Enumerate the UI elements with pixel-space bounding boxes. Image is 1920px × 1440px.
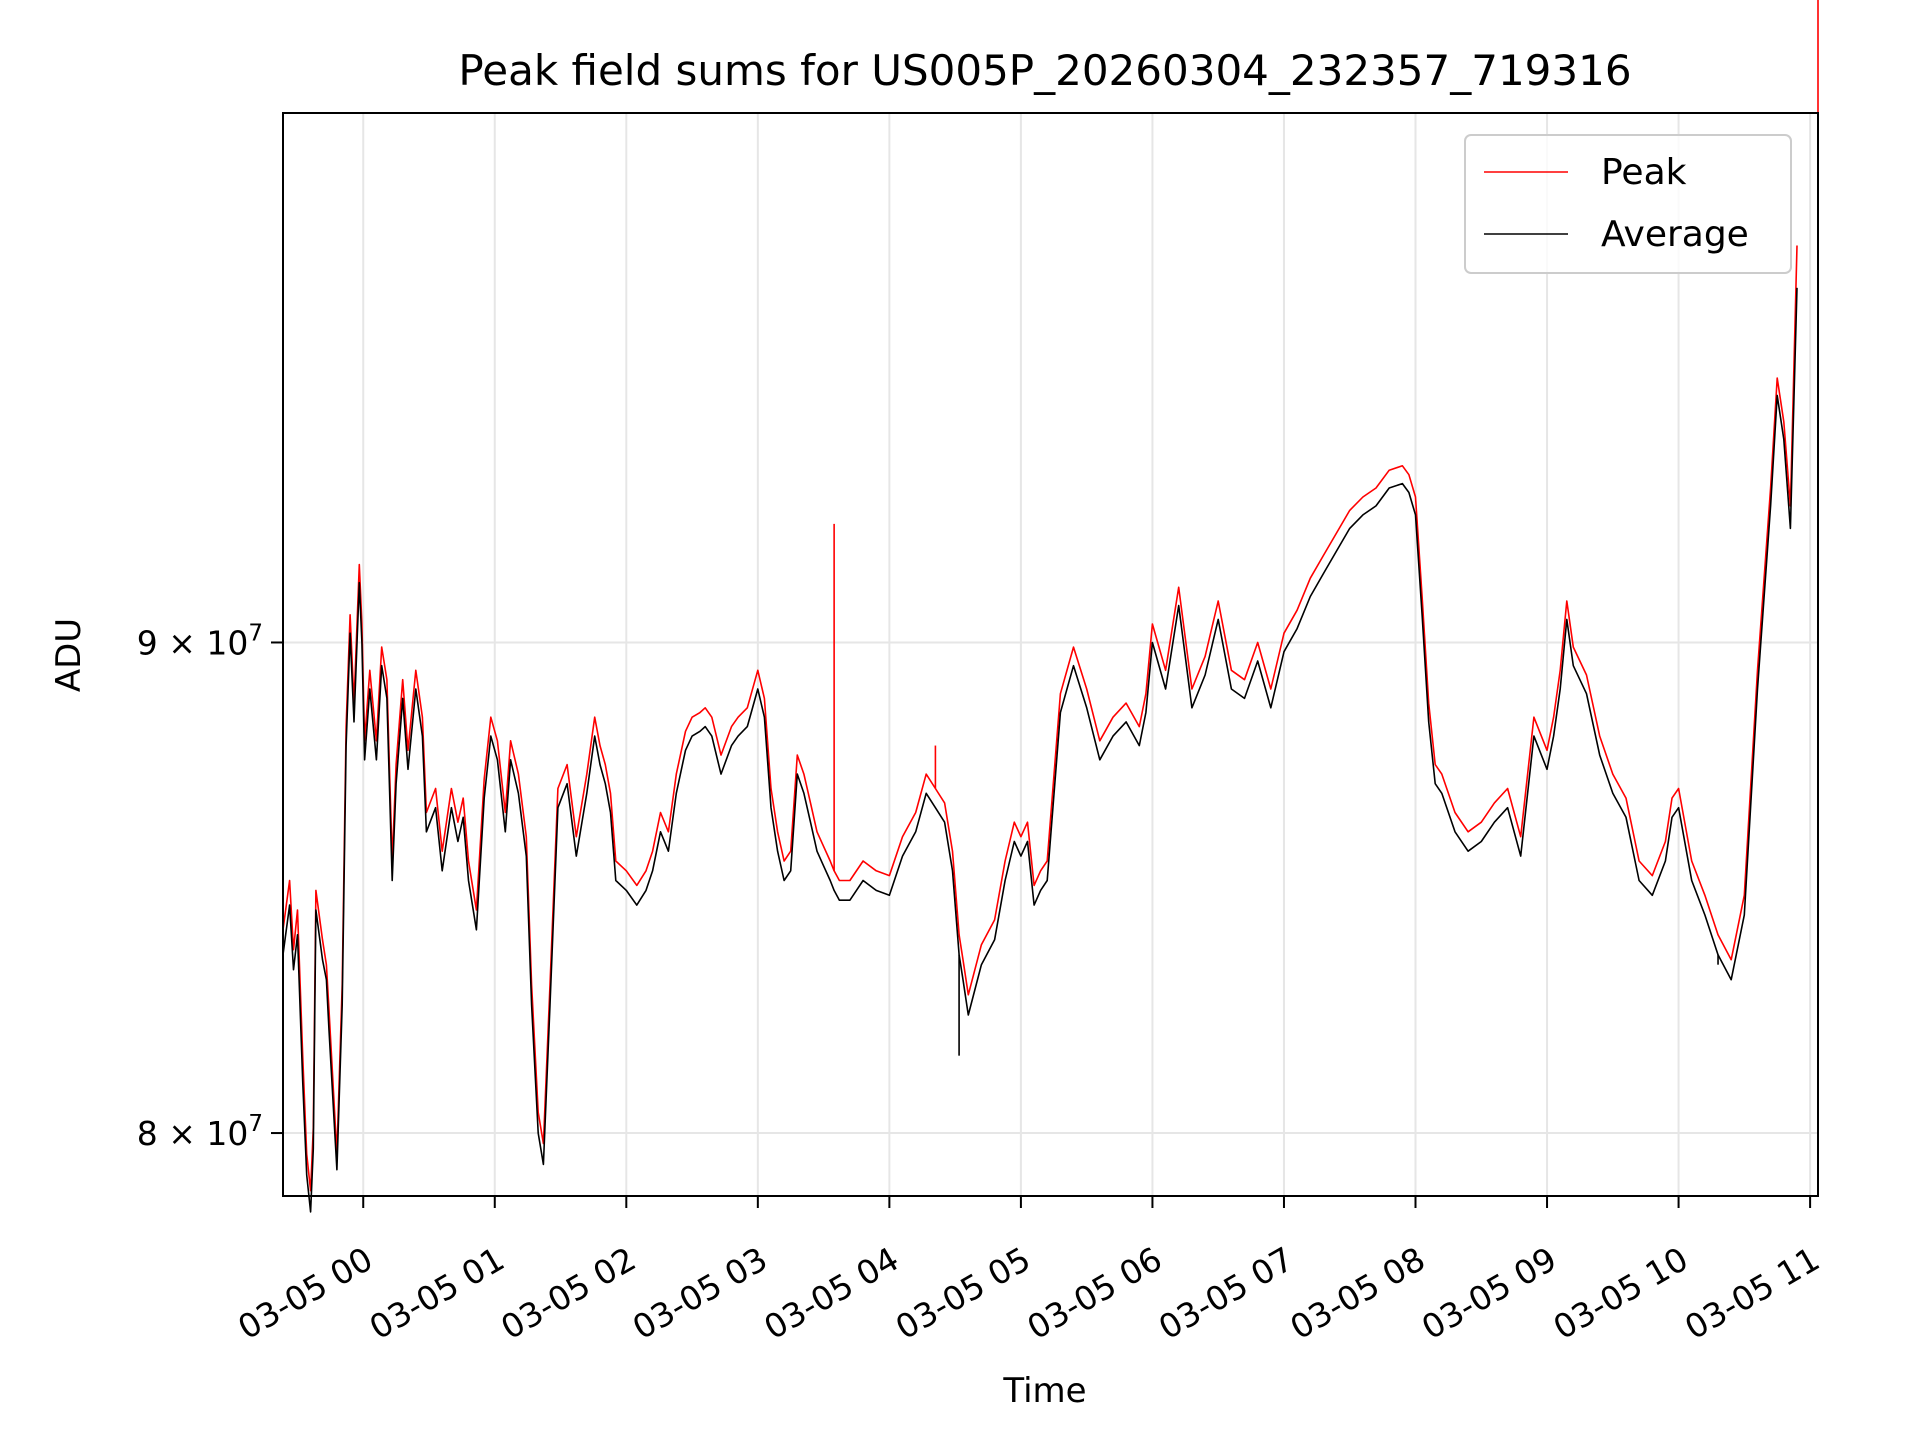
series-line-average bbox=[282, 287, 1798, 1213]
series-layer bbox=[282, 0, 1819, 1213]
plot-frame bbox=[282, 112, 1819, 1197]
legend: Peak Average bbox=[1464, 134, 1792, 274]
y-axis-label: ADU bbox=[49, 618, 89, 692]
y-tick-label: 8 × 107 bbox=[137, 1111, 263, 1153]
grid bbox=[283, 113, 1818, 1196]
chart-title: Peak field sums for US005P_20260304_2323… bbox=[458, 46, 1631, 95]
legend-label-peak: Peak bbox=[1601, 152, 1687, 193]
y-axis: 8 × 107 9 × 107 bbox=[137, 620, 283, 1153]
series-line-peak bbox=[282, 245, 1798, 1192]
x-axis-label: Time bbox=[1002, 1371, 1086, 1411]
legend-label-average: Average bbox=[1601, 214, 1749, 255]
y-tick-label: 9 × 107 bbox=[137, 620, 263, 662]
legend-box bbox=[1464, 134, 1792, 274]
